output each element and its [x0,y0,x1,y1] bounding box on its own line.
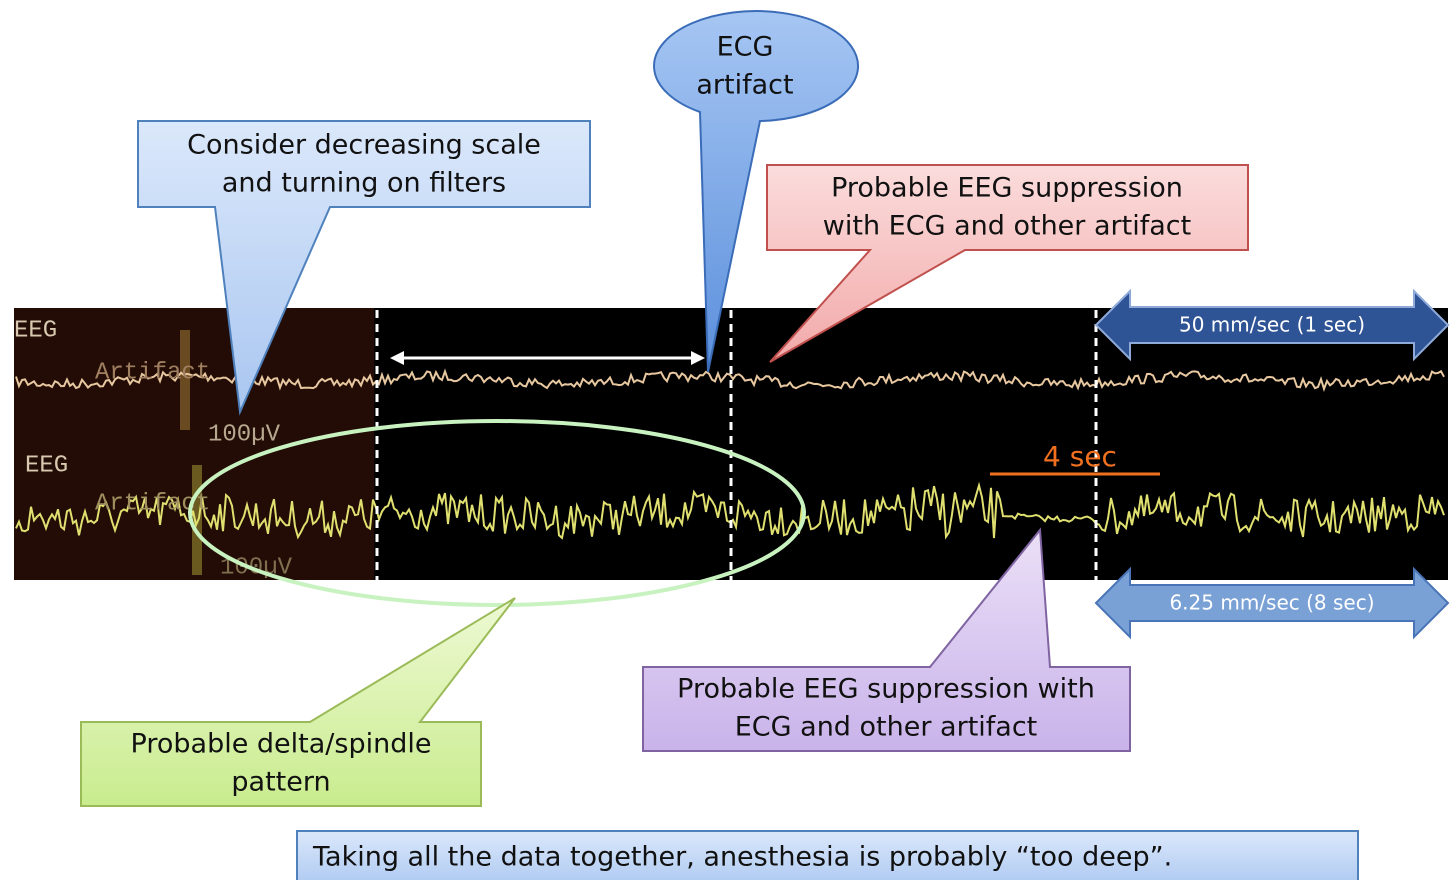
speed-label: 50 mm/sec (1 sec) [1179,313,1365,337]
scale-bar [192,465,202,575]
callout-text: ECG [717,32,774,63]
callout-text: Probable EEG suppression with [677,674,1095,705]
artifact-label: Artifact [95,359,210,386]
callout-text: and turning on filters [222,168,506,199]
slide: EEG Artifact 100µV EEG Artifact 100µV 4 … [0,0,1456,880]
callout-text: pattern [231,767,330,798]
callout-text: Consider decreasing scale [187,130,541,161]
callout-text: Probable EEG suppression [831,173,1183,204]
callout-text: ECG and other artifact [735,712,1038,743]
duration-label: 4 sec [1043,440,1117,473]
callout-text: Probable delta/spindle [131,729,432,760]
speed-label: 6.25 mm/sec (8 sec) [1169,591,1374,615]
callout-text: with ECG and other artifact [823,211,1191,242]
callout-text: artifact [696,70,793,101]
conclusion-text: Taking all the data together, anesthesia… [312,842,1172,873]
channel-label: EEG [25,452,68,479]
scale-label: 100µV [208,421,281,448]
channel-label: EEG [14,317,57,344]
